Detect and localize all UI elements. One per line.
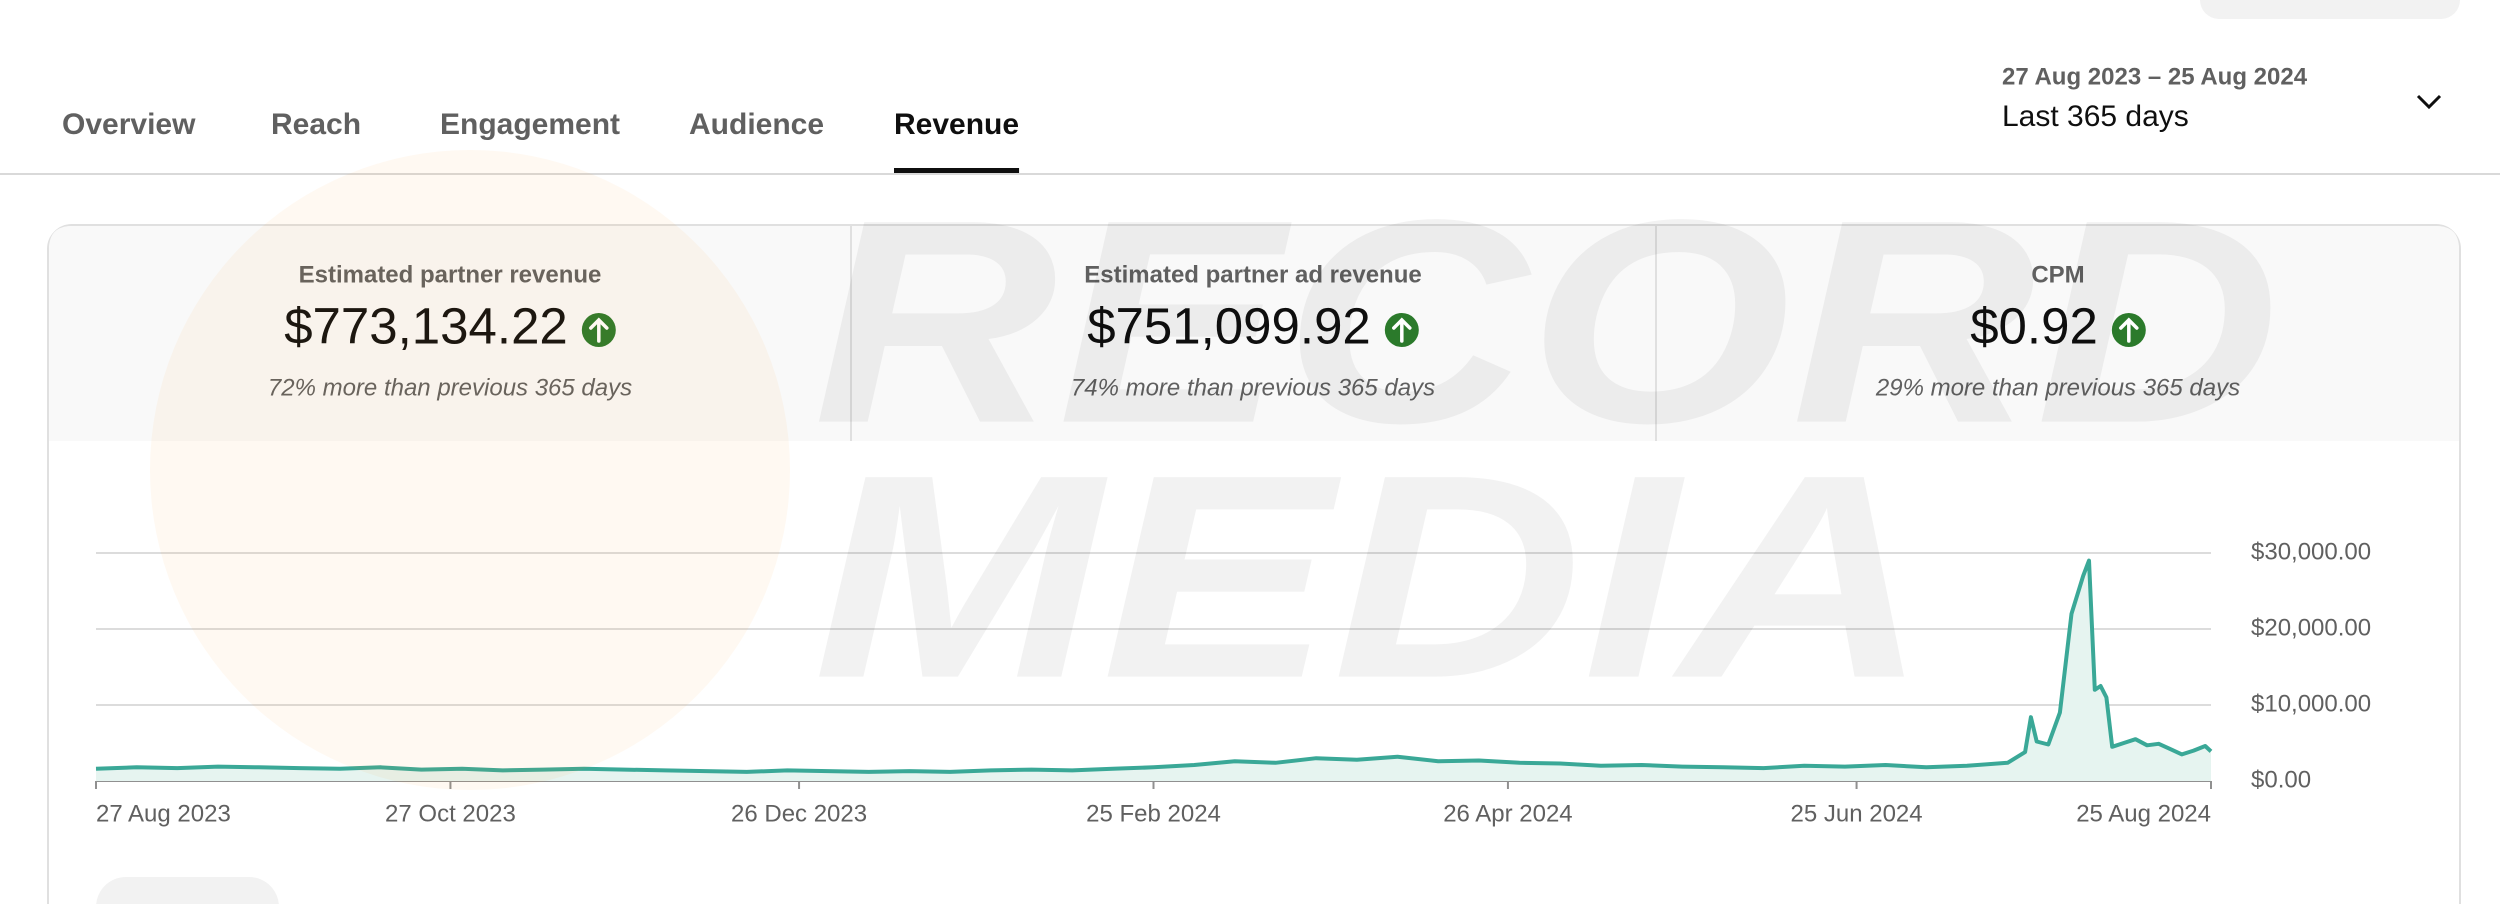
tab[interactable]: Reach	[271, 108, 361, 141]
x-tick-label: 26 Apr 2024	[1443, 800, 1572, 827]
card-header	[49, 226, 2459, 441]
trend-up-icon	[581, 313, 616, 347]
trend-up-icon	[1384, 313, 1419, 347]
date-range: 27 Aug 2023 – 25 Aug 2024	[2002, 63, 2308, 90]
chart: $0.00 $10,000.00 $20,000.00 $30,000.00 27 Au…	[95, 538, 2371, 827]
y-tick-label: $20,000.00	[2251, 614, 2371, 641]
icon-arrow	[1392, 317, 1412, 343]
tab[interactable]: Overview	[62, 108, 196, 141]
y-tick-label: $10,000.00	[2251, 690, 2371, 717]
y-tick-label: $30,000.00	[2251, 538, 2371, 565]
metric-change: 72% more than previous 365 days	[268, 374, 632, 401]
metric-value: $0.92	[1970, 297, 2098, 354]
metric-label: Estimated partner ad revenue	[1084, 261, 1421, 288]
date-picker[interactable]: 27 Aug 2023 – 25 Aug 2024 Last 365 days	[2002, 63, 2442, 133]
date-range-label: Last 365 days	[2002, 100, 2189, 133]
tab[interactable]: Audience	[689, 108, 824, 141]
icon-arrow	[2119, 317, 2139, 343]
see-more-button[interactable]	[96, 877, 279, 904]
metric-label: Estimated partner revenue	[299, 261, 602, 288]
x-tick-label: 25 Jun 2024	[1791, 800, 1923, 827]
metric-value: $751,099.92	[1087, 297, 1371, 354]
tab-bar: Overview Reach Engagement Audience Revenue	[62, 108, 1020, 174]
icon-arrow	[589, 317, 609, 343]
dropdown-chevron	[2416, 94, 2442, 110]
x-tick-label: 27 Aug 2023	[96, 800, 231, 827]
metric-value: $773,134.22	[284, 297, 568, 354]
x-tick-label: 25 Feb 2024	[1086, 800, 1221, 827]
x-tick-label: 27 Oct 2023	[385, 800, 516, 827]
tab[interactable]: Engagement	[440, 108, 620, 141]
trend-up-icon	[2111, 313, 2146, 347]
x-tick-label: 25 Aug 2024	[2076, 800, 2211, 827]
metric-change: 29% more than previous 365 days	[1875, 374, 2240, 401]
active-tab-indicator	[894, 168, 1020, 174]
metrics: Estimated partner revenue $773,134.22 72% …	[268, 261, 2240, 401]
top-pill-button[interactable]	[2200, 0, 2460, 19]
metric-change: 74% more than previous 365 days	[1071, 374, 1435, 401]
x-tick-label: 26 Dec 2023	[731, 800, 867, 827]
y-tick-label: $0.00	[2251, 766, 2311, 793]
tab[interactable]: Revenue	[894, 108, 1019, 141]
metric-label: CPM	[2031, 261, 2084, 288]
series-line	[95, 558, 2213, 774]
